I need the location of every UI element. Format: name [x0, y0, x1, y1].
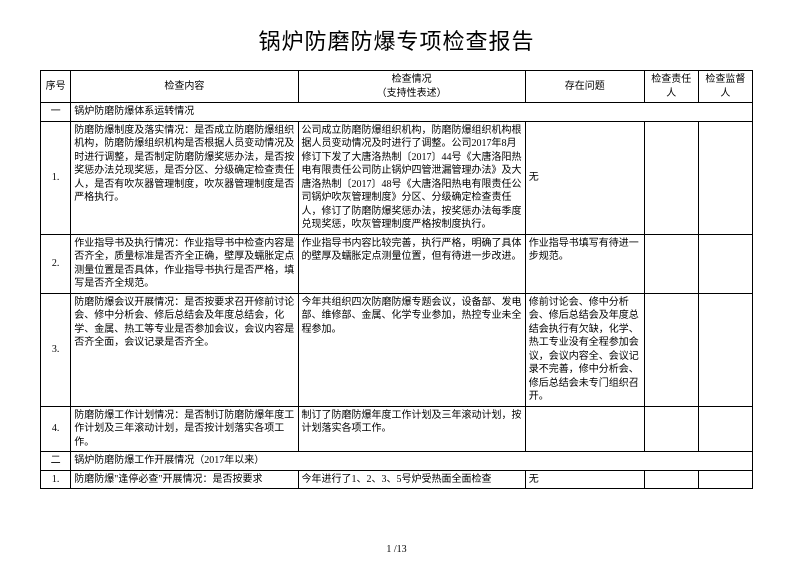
row-index: 1. — [41, 470, 71, 489]
row-issue: 无 — [525, 470, 644, 489]
section-row: 二 锅炉防磨防爆工作开展情况（2017年以来） — [41, 452, 753, 471]
page-title: 锅炉防磨防爆专项检查报告 — [40, 24, 753, 56]
row-owner — [644, 470, 698, 489]
col-issue: 存在问题 — [525, 71, 644, 103]
table-row: 1. 防磨防爆制度及落实情况：是否成立防磨防爆组织机构，防磨防爆组织机构是否根据… — [41, 121, 753, 234]
col-owner: 检查责任人 — [644, 71, 698, 103]
inspection-table: 序号 检查内容 检查情况 （支持性表述） 存在问题 检查责任人 检查监督人 一 … — [40, 70, 753, 489]
row-index: 3. — [41, 293, 71, 406]
table-row: 3. 防磨防爆会议开展情况：是否按要求召开修前讨论会、修中分析会、修后总结会及年… — [41, 293, 753, 406]
row-content: 防磨防爆"逢停必查"开展情况：是否按要求 — [71, 470, 298, 489]
col-supervisor: 检查监督人 — [698, 71, 752, 103]
row-index: 2. — [41, 234, 71, 293]
row-owner — [644, 293, 698, 406]
row-supervisor — [698, 121, 752, 234]
col-status-line1: 检查情况 — [392, 74, 432, 85]
page-number: 1 /13 — [0, 544, 793, 555]
col-status-line2: （支持性表述） — [377, 88, 447, 99]
row-issue: 作业指导书填写有待进一步规范。 — [525, 234, 644, 293]
section-index: 二 — [41, 452, 71, 471]
row-status: 今年进行了1、2、3、5号炉受热面全面检查 — [298, 470, 525, 489]
table-header-row: 序号 检查内容 检查情况 （支持性表述） 存在问题 检查责任人 检查监督人 — [41, 71, 753, 103]
row-supervisor — [698, 293, 752, 406]
row-issue: 无 — [525, 121, 644, 234]
row-status: 公司成立防磨防爆组织机构，防磨防爆组织机构根据人员变动情况及时进行了调整。公司2… — [298, 121, 525, 234]
row-supervisor — [698, 406, 752, 452]
row-owner — [644, 234, 698, 293]
section-row: 一 锅炉防磨防爆体系运转情况 — [41, 103, 753, 122]
row-status: 作业指导书内容比较完善，执行严格，明确了具体的壁厚及蠕胀定点测量位置，但有待进一… — [298, 234, 525, 293]
section-title: 锅炉防磨防爆体系运转情况 — [71, 103, 753, 122]
row-index: 4. — [41, 406, 71, 452]
table-row: 1. 防磨防爆"逢停必查"开展情况：是否按要求 今年进行了1、2、3、5号炉受热… — [41, 470, 753, 489]
row-status: 制订了防磨防爆年度工作计划及三年滚动计划，按计划落实各项工作。 — [298, 406, 525, 452]
row-issue — [525, 406, 644, 452]
row-owner — [644, 406, 698, 452]
row-supervisor — [698, 470, 752, 489]
row-supervisor — [698, 234, 752, 293]
row-index: 1. — [41, 121, 71, 234]
row-content: 作业指导书及执行情况：作业指导书中检查内容是否齐全，质量标准是否齐全正确，壁厚及… — [71, 234, 298, 293]
row-issue: 修前讨论会、修中分析会、修后总结会及年度总结会执行有欠缺，化学、热工专业没有全程… — [525, 293, 644, 406]
section-index: 一 — [41, 103, 71, 122]
row-content: 防磨防爆会议开展情况：是否按要求召开修前讨论会、修中分析会、修后总结会及年度总结… — [71, 293, 298, 406]
col-index: 序号 — [41, 71, 71, 103]
table-row: 4. 防磨防爆工作计划情况：是否制订防磨防爆年度工作计划及三年滚动计划，是否按计… — [41, 406, 753, 452]
row-status: 今年共组织四次防磨防爆专题会议，设备部、发电部、维修部、金属、化学专业参加，热控… — [298, 293, 525, 406]
col-content: 检查内容 — [71, 71, 298, 103]
row-content: 防磨防爆制度及落实情况：是否成立防磨防爆组织机构，防磨防爆组织机构是否根据人员变… — [71, 121, 298, 234]
col-status: 检查情况 （支持性表述） — [298, 71, 525, 103]
row-owner — [644, 121, 698, 234]
section-title: 锅炉防磨防爆工作开展情况（2017年以来） — [71, 452, 753, 471]
row-content: 防磨防爆工作计划情况：是否制订防磨防爆年度工作计划及三年滚动计划，是否按计划落实… — [71, 406, 298, 452]
table-row: 2. 作业指导书及执行情况：作业指导书中检查内容是否齐全，质量标准是否齐全正确，… — [41, 234, 753, 293]
